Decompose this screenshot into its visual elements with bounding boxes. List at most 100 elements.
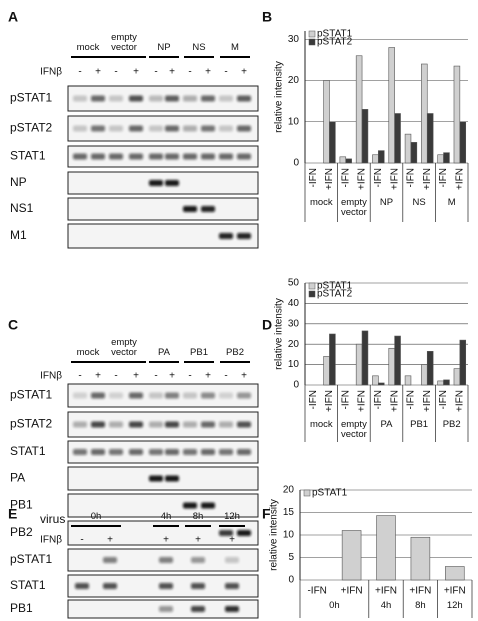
treatment-label: IFNβ (40, 535, 62, 546)
column-header: mock (76, 42, 100, 53)
blot-band (103, 557, 117, 563)
group-label: mock (309, 198, 333, 208)
x-tick-label: -IFN (406, 168, 417, 187)
column-header: empty vector (111, 32, 137, 53)
blot-band (159, 557, 173, 563)
blot-band (91, 125, 105, 132)
legend-swatch (308, 290, 316, 298)
lane-sign: - (78, 371, 81, 382)
x-tick-label: -IFN (373, 390, 384, 409)
y-tick-label: 0 (293, 380, 299, 391)
bar (421, 364, 428, 386)
blot-band (219, 95, 233, 102)
blot-band (219, 449, 233, 455)
row-label: NS1 (10, 201, 34, 215)
blot-band (237, 95, 251, 102)
column-header-box: empty vector (111, 338, 137, 358)
bar (355, 343, 363, 386)
group-label-box: mock (309, 420, 333, 430)
blot-band (183, 153, 197, 160)
group-label: NS (412, 198, 426, 208)
group-label: mock (309, 420, 333, 430)
y-tick-label: 5 (288, 552, 294, 563)
y-tick-label: 10 (288, 359, 300, 370)
panel-letter: D (262, 317, 272, 333)
bar (426, 351, 434, 386)
x-tick-label: +IFN (324, 390, 335, 412)
column-header: NP (157, 42, 171, 53)
bar (323, 80, 330, 164)
blot-band (129, 392, 143, 399)
blot-band (91, 421, 105, 428)
lane-sign: - (78, 67, 81, 78)
legend-label: pSTAT1 (312, 488, 348, 499)
group-label: empty vector (340, 420, 367, 440)
blot-band (201, 206, 215, 212)
virus-label: virus (40, 512, 65, 526)
blot-band (191, 583, 205, 589)
bar (443, 379, 450, 386)
blot-band (149, 153, 163, 160)
y-tick-label: 30 (288, 34, 300, 45)
column-header: PB2 (226, 347, 244, 358)
column-header-box: empty vector (111, 32, 137, 53)
blot-band (237, 530, 251, 536)
blot-band (109, 153, 123, 160)
blot-band (201, 95, 215, 102)
bar (355, 55, 363, 164)
group-label-box: NP (380, 198, 393, 208)
x-tick-label: -IFN (340, 168, 351, 187)
row-label: STAT1 (10, 149, 46, 163)
bar (453, 65, 461, 164)
row-label: PA (10, 471, 25, 485)
lane-sign: + (95, 371, 101, 382)
lane-sign: - (224, 371, 227, 382)
blot-band (149, 180, 163, 186)
row-label: pSTAT2 (10, 417, 53, 431)
bar (459, 121, 467, 164)
panel-letter: A (8, 9, 18, 25)
column-header: NS (192, 42, 206, 53)
blot-band (225, 606, 239, 612)
legend-label: pSTAT2 (317, 289, 353, 300)
group-label-box: empty vector (341, 198, 367, 218)
x-tick-label: +IFN (389, 168, 400, 190)
blot-band (165, 475, 179, 482)
lane-sign: + (133, 67, 139, 78)
blot-band (183, 392, 197, 399)
blot-band (237, 153, 251, 160)
bar (410, 142, 418, 164)
group-label: PB1 (410, 420, 429, 430)
blot-band (149, 95, 163, 102)
bar (404, 375, 412, 386)
column-header-box: 0h (91, 512, 102, 522)
y-tick-label: 40 (288, 298, 300, 309)
blot-band (183, 206, 197, 212)
blot-band (183, 125, 197, 132)
group-label-box: M (448, 198, 456, 208)
x-tick-label: -IFN (438, 390, 449, 409)
lane-sign: - (80, 535, 83, 546)
column-header-box: PB2 (226, 347, 244, 358)
blot-band (237, 233, 251, 239)
bar (388, 347, 395, 386)
blot-band (165, 95, 179, 102)
bar (361, 109, 369, 164)
row-label: pSTAT1 (10, 388, 53, 402)
bar (345, 158, 352, 164)
row-label: STAT1 (10, 444, 46, 458)
lane-sign: + (241, 371, 247, 382)
blot-band (219, 233, 233, 239)
lane-sign: + (241, 67, 247, 78)
bar (443, 152, 450, 164)
x-tick-label: -IFN (307, 586, 326, 597)
lane-sign: + (195, 535, 201, 546)
blot-band (191, 557, 205, 563)
x-tick-label: +IFN (389, 390, 400, 412)
x-tick-label: +IFN (444, 586, 466, 597)
column-header-box: 12h (224, 512, 240, 522)
bar (378, 150, 385, 164)
blot-band (165, 392, 179, 399)
lane-sign: - (114, 67, 117, 78)
x-tick-label: -IFN (340, 390, 351, 409)
